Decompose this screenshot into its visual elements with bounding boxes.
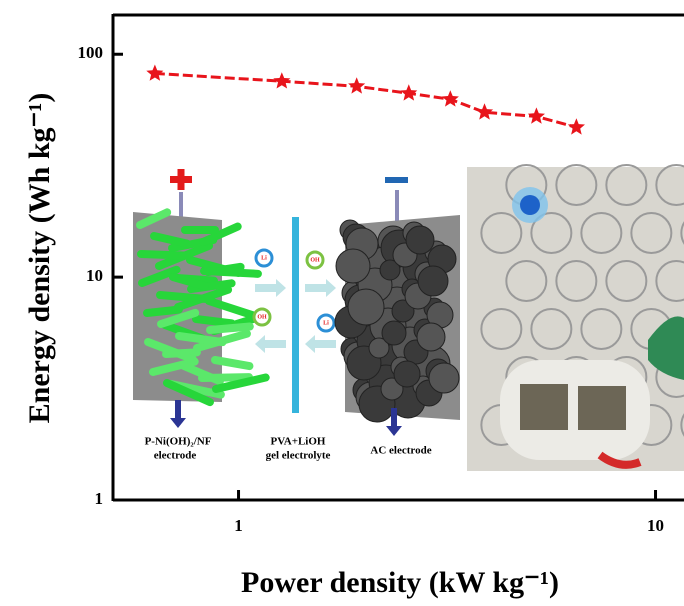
inset-label: PVA+LiOH: [271, 436, 326, 448]
x-axis-title: Power density (kW kg⁻¹): [241, 566, 559, 599]
data-point: [348, 77, 365, 93]
nanorod: [204, 271, 258, 274]
data-point: [442, 90, 459, 106]
inset-label: gel electrolyte: [266, 450, 331, 462]
ion-label: Li: [323, 320, 329, 326]
y-axis-title: Energy density (Wh kg⁻¹): [23, 93, 56, 424]
inset-label: electrode: [154, 450, 197, 462]
carbon-particle: [417, 323, 445, 351]
inset-label: P-Ni(OH)₂/NF: [145, 436, 212, 448]
data-point: [146, 65, 163, 81]
data-point: [568, 118, 585, 134]
carbon-particle: [394, 361, 420, 387]
data-point: [476, 103, 493, 119]
data-line: [155, 73, 577, 127]
data-point: [273, 72, 290, 88]
ion-label: Li: [261, 255, 267, 261]
carbon-particle: [336, 249, 370, 283]
y-tick-label: 100: [78, 43, 104, 62]
separator: [292, 217, 299, 413]
led: [520, 195, 540, 215]
nanorod: [196, 319, 232, 323]
carbon-particle: [429, 363, 459, 393]
carbon-particle: [418, 266, 448, 296]
device-cell: [578, 386, 626, 430]
carbon-particle: [348, 289, 384, 325]
ion-label: OH: [257, 314, 267, 320]
nanorod: [141, 254, 187, 256]
data-point: [400, 84, 417, 100]
chart: P-Ni(OH)₂/NF electrode PVA+LiOH gel elec…: [0, 0, 684, 606]
y-tick-label: 10: [86, 266, 103, 285]
nanorod: [210, 327, 250, 330]
minus-sign: [385, 177, 408, 183]
x-tick-label: 1: [234, 516, 243, 535]
plus-sign: [178, 169, 185, 190]
nanorod: [147, 310, 179, 313]
y-tick-label: 1: [95, 489, 104, 508]
carbon-particle: [382, 321, 406, 345]
device-cell: [520, 384, 568, 430]
carbon-particle: [406, 226, 434, 254]
nanorod: [160, 295, 205, 299]
inset-illustration: [125, 165, 684, 471]
inset-label: AC electrode: [370, 445, 431, 457]
x-tick-label: 10: [647, 516, 664, 535]
ion-label: OH: [310, 257, 320, 263]
data-point: [528, 107, 545, 123]
activated-carbon: [335, 220, 459, 422]
